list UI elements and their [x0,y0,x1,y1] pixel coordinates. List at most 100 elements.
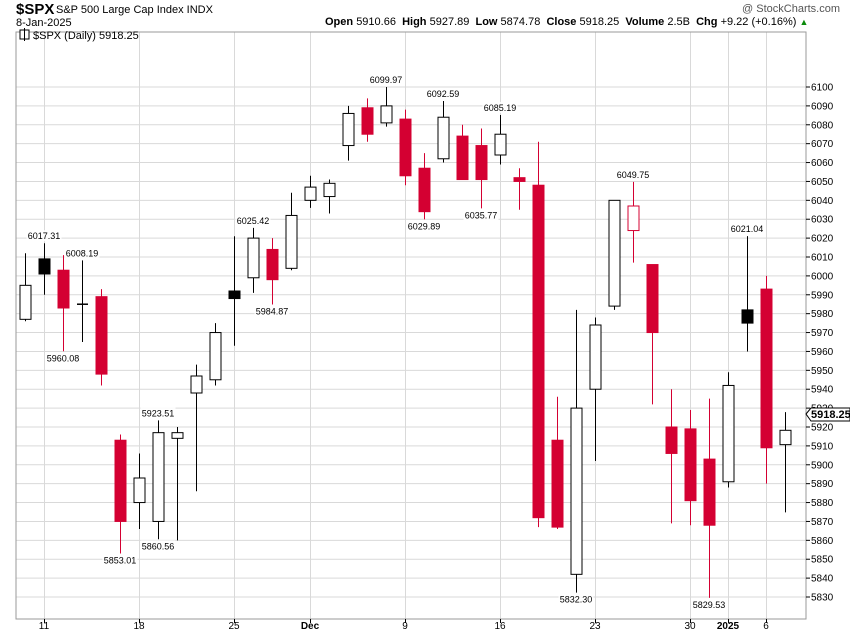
volume-label: Volume [625,16,665,28]
y-tick-label: 6070 [811,139,834,150]
candle-body [741,309,754,324]
x-tick-label: 11 [39,621,50,632]
candle-body [551,439,564,528]
candle-body [608,199,621,307]
price-annotation: 6092.59 [427,89,460,99]
low-label: Low [475,16,498,28]
y-axis-ticks: 5830 5840 5850 5860 5870 5880 5890 5900 5910 5920… [806,82,834,604]
last-price-label: 5918.25 [811,409,850,421]
y-tick-label: 5880 [811,498,834,509]
candle-body [418,167,431,213]
candle-body [361,107,374,135]
candle-body [342,112,355,147]
price-annotation: 6025.42 [237,216,270,226]
candle-body [114,439,127,522]
price-annotation-bg [64,247,100,259]
chg-label: Chg [696,16,718,28]
y-tick-label: 5840 [811,574,834,585]
price-annotation: 5832.30 [560,595,593,605]
x-tick-label: 25 [228,621,240,632]
high-label: High [402,16,427,28]
candle-body [437,116,450,160]
price-annotation: 5860.56 [142,541,175,551]
price-annotation-bg [425,87,461,99]
x-axis-ticks: 11 18 25 Dec 9 16 23 30 2025 6 [39,619,769,632]
candle-body [171,432,184,439]
candle-body [323,182,336,198]
y-tick-label: 6010 [811,252,834,263]
price-annotation-bg [102,554,138,566]
plot-frame [15,31,807,620]
chart-header: $SPX S&P 500 Large Cap Index INDX @ Stoc… [0,0,850,32]
y-tick-label: 6040 [811,196,834,207]
x-tick-label: 18 [133,621,145,632]
ohlc-quote-line: Open 5910.66 High 5927.89 Low 5874.78 Cl… [325,16,808,28]
price-annotation: 5829.53 [693,600,726,610]
low-value: 5874.78 [500,16,541,28]
price-annotation: 6008.19 [66,248,99,258]
candle-body [722,384,735,483]
candle-body [304,186,317,201]
candle-body [19,284,32,320]
y-tick-label: 5890 [811,479,834,490]
y-tick-label: 6020 [811,234,834,245]
quote-date: 8-Jan-2025 [16,17,72,29]
stockcharts-credit[interactable]: @ StockCharts.com [742,3,840,15]
y-tick-label: 5830 [811,593,834,604]
y-tick-label: 5870 [811,517,834,528]
y-tick-label: 6000 [811,271,834,282]
candle-body [380,105,393,124]
candle-body [57,269,70,309]
y-tick-label: 5920 [811,422,834,433]
price-annotation-bg [254,305,290,317]
price-annotations: 6017.31 5960.08 6008.19 5853.01 5923.51 5860.… [26,74,765,610]
candle-body [209,332,222,381]
candle-body [779,429,792,446]
candle-body [266,248,279,281]
close-label: Close [546,16,577,28]
x-tick-label: 6 [763,621,769,632]
candle-body [456,135,469,181]
candle-body [399,118,412,177]
y-tick-label: 5970 [811,328,834,339]
price-annotation-bg [26,230,62,242]
price-annotation-bg [368,74,404,86]
price-annotation: 6017.31 [28,231,61,241]
y-tick-label: 5990 [811,290,834,301]
y-tick-label: 5860 [811,536,834,547]
candle-body [513,177,526,182]
y-tick-label: 5960 [811,347,834,358]
price-annotation-bg [45,352,81,364]
y-tick-label: 6100 [811,82,834,93]
candle-body [152,432,165,522]
price-annotation: 6035.77 [465,210,498,220]
open-value: 5910.66 [356,16,396,28]
candle-body [38,258,51,275]
candles [19,87,792,598]
last-price-box [805,407,850,422]
price-annotation-bg [406,220,442,232]
symbol-title: $SPX [16,1,55,18]
price-annotation-bg [482,101,518,113]
open-label: Open [325,16,354,28]
price-annotation-bg [140,540,176,552]
legend: $SPX (Daily) 5918.25 [19,28,139,42]
x-tick-label: 9 [402,621,408,632]
candle-body [760,288,773,449]
y-tick-label: 5940 [811,385,834,396]
candle-body [95,296,108,375]
candle-body [570,407,583,575]
price-annotation: 5923.51 [142,408,175,418]
y-tick-label: 6060 [811,158,834,169]
up-triangle-icon: ▲ [799,17,809,27]
close-value: 5918.25 [579,16,620,28]
candle-body [190,375,203,394]
candle-body [285,214,298,269]
legend-label: $SPX (Daily) 5918.25 [33,30,139,42]
chg-value: +9.22 (+0.16%) [720,16,797,28]
price-annotation-bg [615,168,651,180]
x-tick-label: 30 [684,621,696,632]
x-tick-label: Dec [301,621,320,632]
high-value: 5927.89 [429,16,470,28]
